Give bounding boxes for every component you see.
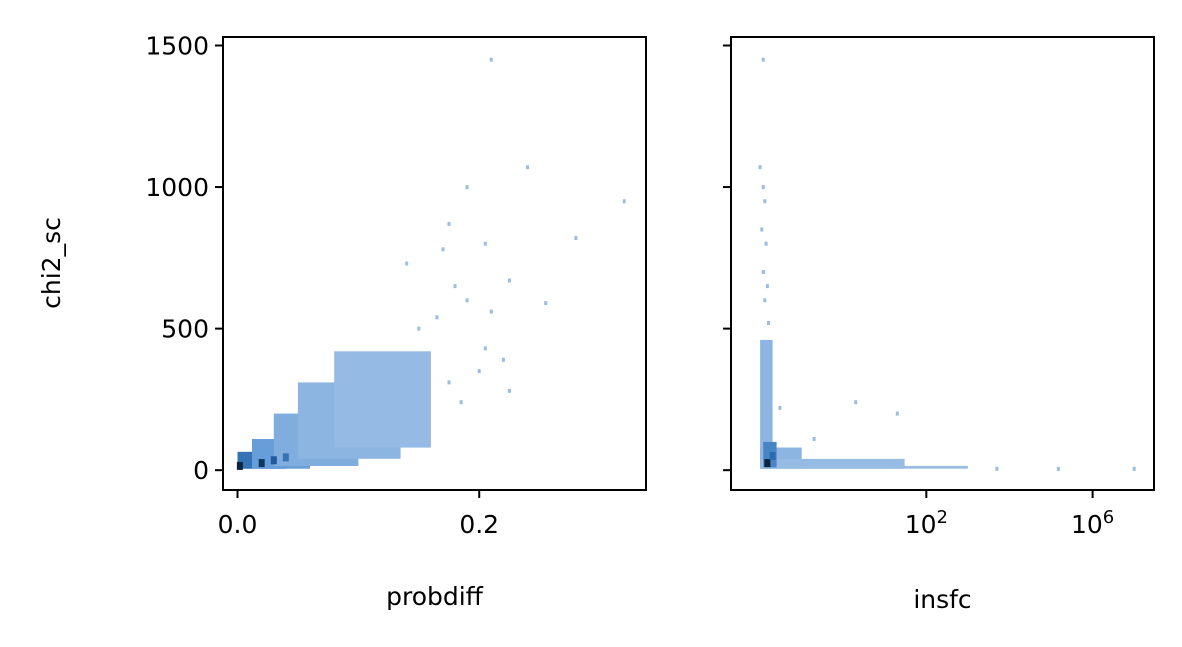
heatmap-bin (764, 241, 768, 246)
left-y-axis-label: chi2_sc (37, 217, 66, 309)
heatmap-bin (761, 185, 765, 190)
heatmap-bin (477, 369, 481, 374)
heatmap-bin (544, 301, 548, 306)
heatmap-bin (441, 247, 445, 252)
heatmap-region (760, 339, 773, 469)
heatmap-bin (1132, 466, 1136, 471)
heatmap-hot-bin (769, 452, 776, 460)
heatmap-bin (507, 388, 511, 393)
x-tick-label: 0.2 (459, 510, 499, 539)
left-x-axis: 0.0 0.2 (218, 490, 499, 539)
heatmap-bin (763, 298, 767, 303)
right-plot-frame (730, 36, 1155, 491)
heatmap-bin (1056, 466, 1060, 471)
heatmap-bin (761, 270, 765, 274)
heatmap-bin (465, 298, 469, 303)
heatmap-bin (507, 278, 511, 283)
y-tick-label: 1500 (145, 31, 209, 60)
y-tick-label: 0 (193, 456, 209, 485)
heatmap-bin (417, 326, 421, 331)
heatmap-bin (895, 411, 899, 416)
heatmap-bin (765, 284, 769, 289)
heatmap-hot-bin (270, 456, 277, 465)
heatmap-hot-bin (764, 459, 771, 468)
heatmap-bin (483, 346, 487, 351)
y-tick-label: 500 (161, 315, 209, 344)
heatmap-bin (447, 380, 451, 385)
heatmap-bin (405, 261, 409, 266)
left-bins (236, 57, 626, 470)
heatmap-bin (812, 437, 816, 441)
heatmap-bin (453, 284, 457, 289)
heatmap-bin (501, 357, 505, 362)
heatmap-bin (622, 199, 626, 204)
heatmap-bin (761, 57, 765, 62)
heatmap-bin (526, 165, 530, 170)
heatmap-hot-bin (282, 453, 289, 462)
heatmap-bin (778, 405, 782, 410)
heatmap-bin (995, 466, 999, 471)
heatmap-region (760, 465, 968, 469)
heatmap-bin (854, 400, 858, 405)
heatmap-hot-bin (258, 459, 265, 468)
heatmap-bin (763, 199, 767, 204)
heatmap-bin (574, 236, 578, 240)
left-y-axis: 0 500 1000 1500 (145, 31, 223, 485)
heatmap-bin (483, 241, 487, 246)
heatmap-region (760, 458, 905, 469)
x-tick-label: 0.0 (218, 510, 258, 539)
heatmap-bin (767, 321, 770, 325)
heatmap-bin (447, 221, 451, 226)
heatmap-bin (489, 57, 493, 62)
heatmap-bin (459, 400, 463, 405)
right-bins (758, 57, 1136, 471)
left-x-axis-label: probdiff (386, 582, 484, 611)
heatmap-bin (758, 165, 762, 170)
heatmap-hot-bin (236, 461, 243, 470)
heatmap-bin (435, 315, 439, 320)
heatmap-bin (489, 309, 493, 314)
left-panel: 0.0 0.2 0 500 1000 1500 probdiff chi2_sc (37, 31, 647, 611)
right-y-axis (723, 44, 731, 472)
heatmap-region (334, 351, 431, 448)
heatmap-bin (465, 185, 469, 190)
right-x-axis-label: insfc (913, 585, 971, 614)
y-tick-label: 1000 (145, 173, 209, 202)
heatmap-bin (760, 227, 764, 232)
left-plot-frame (222, 36, 647, 491)
